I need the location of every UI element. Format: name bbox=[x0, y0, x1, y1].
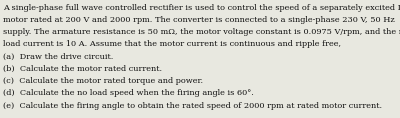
Text: (c)  Calculate the motor rated torque and power.: (c) Calculate the motor rated torque and… bbox=[3, 77, 203, 85]
Text: (b)  Calculate the motor rated current.: (b) Calculate the motor rated current. bbox=[3, 65, 162, 73]
Text: (e)  Calculate the firing angle to obtain the rated speed of 2000 rpm at rated m: (e) Calculate the firing angle to obtain… bbox=[3, 102, 382, 110]
Text: motor rated at 200 V and 2000 rpm. The converter is connected to a single-phase : motor rated at 200 V and 2000 rpm. The c… bbox=[3, 16, 395, 24]
Text: (a)  Draw the drive circuit.: (a) Draw the drive circuit. bbox=[3, 53, 114, 61]
Text: A single-phase full wave controlled rectifier is used to control the speed of a : A single-phase full wave controlled rect… bbox=[3, 4, 400, 12]
Text: (d)  Calculate the no load speed when the firing angle is 60°.: (d) Calculate the no load speed when the… bbox=[3, 89, 254, 97]
Text: supply. The armature resistance is 50 mΩ, the motor voltage constant is 0.0975 V: supply. The armature resistance is 50 mΩ… bbox=[3, 28, 400, 36]
Text: load current is 10 A. Assume that the motor current is continuous and ripple fre: load current is 10 A. Assume that the mo… bbox=[3, 40, 341, 48]
